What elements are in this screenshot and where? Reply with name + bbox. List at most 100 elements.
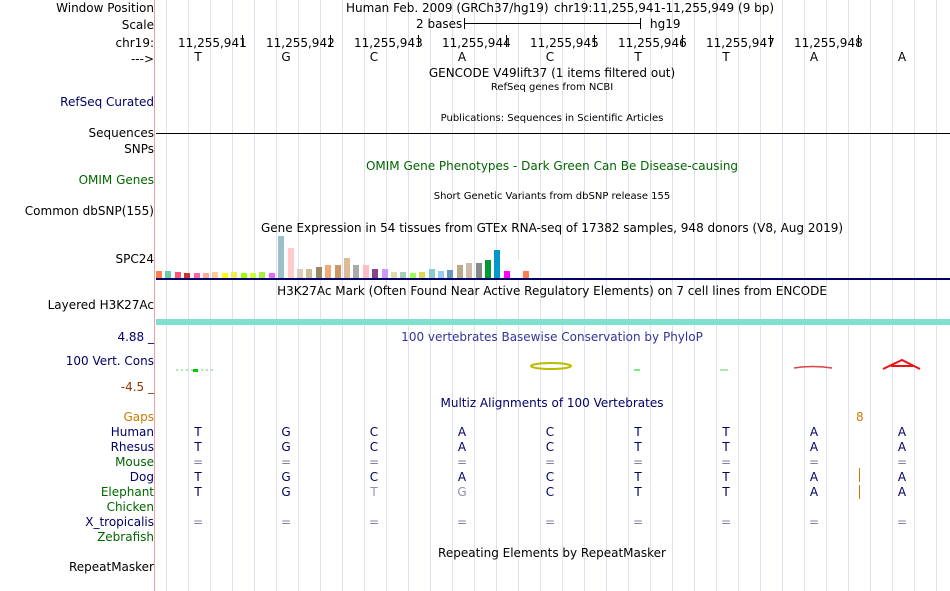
- dbsnp-label[interactable]: Common dbSNP(155): [24, 204, 154, 218]
- ruler-tick: [770, 35, 771, 47]
- h3k27ac-title[interactable]: H3K27Ac Mark (Often Found Near Active Re…: [277, 284, 827, 298]
- gtex-bar[interactable]: [287, 248, 294, 278]
- gtex-bar[interactable]: [325, 265, 332, 278]
- repeat-label[interactable]: RepeatMasker: [68, 560, 154, 574]
- ruler-tick: [682, 35, 683, 47]
- snps-label[interactable]: SNPs: [124, 142, 154, 156]
- alignment-base: A: [809, 485, 819, 499]
- grid-line: [320, 0, 321, 591]
- pubs-title[interactable]: Publications: Sequences in Scientific Ar…: [440, 113, 664, 124]
- gtex-bar[interactable]: [315, 267, 322, 278]
- gtex-bar[interactable]: [306, 269, 313, 278]
- alignment-base: =: [720, 515, 732, 529]
- gtex-bar[interactable]: [193, 273, 200, 278]
- gtex-bar[interactable]: [156, 271, 162, 278]
- species-label[interactable]: Human: [110, 425, 154, 439]
- gtex-bar[interactable]: [503, 271, 510, 278]
- multiz-title[interactable]: Multiz Alignments of 100 Vertebrates: [440, 396, 664, 410]
- gtex-bar[interactable]: [419, 272, 426, 278]
- gtex-bar[interactable]: [268, 273, 275, 278]
- gtex-bar[interactable]: [184, 273, 191, 278]
- gtex-bar[interactable]: [174, 272, 181, 278]
- phylop-arc-1: [793, 365, 833, 369]
- gtex-title[interactable]: Gene Expression in 54 tissues from GTEx …: [260, 221, 844, 235]
- gtex-bar[interactable]: [409, 273, 416, 278]
- ruler-base: T: [634, 50, 642, 64]
- alignment-base: =: [808, 455, 820, 469]
- alignment-base: =: [544, 515, 556, 529]
- gtex-bar[interactable]: [447, 270, 454, 278]
- species-label[interactable]: Mouse: [115, 455, 154, 469]
- phylop-signal[interactable]: [156, 355, 950, 377]
- gtex-bar[interactable]: [278, 236, 285, 278]
- phylop-min: -4.5 _: [120, 380, 154, 394]
- gtex-bar[interactable]: [334, 265, 341, 278]
- gaps-label[interactable]: Gaps: [123, 410, 154, 424]
- gtex-bar-chart[interactable]: [156, 236, 950, 278]
- scale-db: hg19: [650, 17, 681, 31]
- gtex-bar[interactable]: [231, 272, 238, 278]
- species-label[interactable]: Zebrafish: [97, 530, 154, 544]
- gtex-bar[interactable]: [212, 272, 219, 278]
- repeat-title[interactable]: Repeating Elements by RepeatMasker: [438, 546, 666, 560]
- gtex-bar[interactable]: [203, 273, 209, 278]
- gtex-bar[interactable]: [165, 271, 172, 278]
- alignment-base: T: [722, 470, 730, 484]
- refseq-title[interactable]: RefSeq genes from NCBI: [490, 82, 614, 93]
- omim-title[interactable]: OMIM Gene Phenotypes - Dark Green Can Be…: [365, 159, 739, 173]
- alignment-base: A: [897, 470, 907, 484]
- species-label[interactable]: Rhesus: [110, 440, 154, 454]
- alignment-base: T: [722, 440, 730, 454]
- species-label[interactable]: X_tropicalis: [85, 515, 154, 529]
- species-label[interactable]: Chicken: [106, 500, 154, 514]
- gtex-bar[interactable]: [221, 273, 228, 278]
- species-label[interactable]: Elephant: [100, 485, 154, 499]
- gtex-bar[interactable]: [400, 272, 407, 278]
- gtex-bar[interactable]: [240, 273, 247, 278]
- grid-line: [452, 0, 453, 591]
- gtex-bar[interactable]: [297, 269, 303, 278]
- gap-marker-dog: [859, 468, 860, 482]
- alignment-base: T: [634, 425, 642, 439]
- gtex-bar[interactable]: [438, 271, 444, 278]
- gtex-bar[interactable]: [513, 260, 520, 278]
- alignment-base: C: [545, 425, 555, 439]
- sequences-label[interactable]: Sequences: [88, 126, 154, 140]
- phylop-title[interactable]: 100 vertebrates Basewise Conservation by…: [401, 330, 703, 344]
- gtex-bar[interactable]: [456, 265, 463, 278]
- gtex-bar[interactable]: [466, 263, 473, 278]
- gtex-bar[interactable]: [475, 263, 482, 278]
- grid-line: [562, 0, 563, 591]
- species-label[interactable]: Dog: [129, 470, 154, 484]
- refseq-label[interactable]: RefSeq Curated: [60, 95, 154, 109]
- h3k27ac-label[interactable]: Layered H3K27Ac: [47, 298, 154, 312]
- omim-label[interactable]: OMIM Genes: [78, 173, 154, 187]
- gtex-bar[interactable]: [259, 272, 266, 278]
- gtex-bar[interactable]: [353, 265, 360, 278]
- gtex-bar[interactable]: [494, 250, 501, 278]
- gtex-bar[interactable]: [362, 265, 369, 278]
- alignment-base: =: [368, 515, 380, 529]
- phylop-bar-1: [193, 369, 198, 372]
- alignment-base: T: [194, 485, 202, 499]
- gtex-bar[interactable]: [250, 273, 256, 278]
- label-column-divider: [154, 0, 155, 591]
- h3k27ac-signal[interactable]: [156, 319, 950, 325]
- grid-line: [914, 0, 915, 591]
- ruler-position: 11,255,947: [706, 36, 775, 50]
- grid-line: [364, 0, 365, 591]
- gtex-bar[interactable]: [428, 269, 435, 278]
- gtex-bar[interactable]: [381, 269, 388, 278]
- gtex-bar[interactable]: [485, 260, 491, 278]
- gtex-bar[interactable]: [391, 272, 397, 278]
- gtex-bar[interactable]: [372, 269, 379, 278]
- dbsnp-title[interactable]: Short Genetic Variants from dbSNP releas…: [433, 191, 671, 202]
- gtex-label[interactable]: SPC24: [115, 252, 154, 266]
- grid-line: [210, 0, 211, 591]
- grid-line: [826, 0, 827, 591]
- alignment-base: =: [896, 455, 908, 469]
- gencode-title[interactable]: GENCODE V49lift37 (1 items filtered out): [428, 66, 676, 80]
- gtex-bar[interactable]: [344, 258, 350, 278]
- phylop-label[interactable]: 100 Vert. Cons: [65, 354, 154, 368]
- gtex-bar[interactable]: [522, 271, 529, 278]
